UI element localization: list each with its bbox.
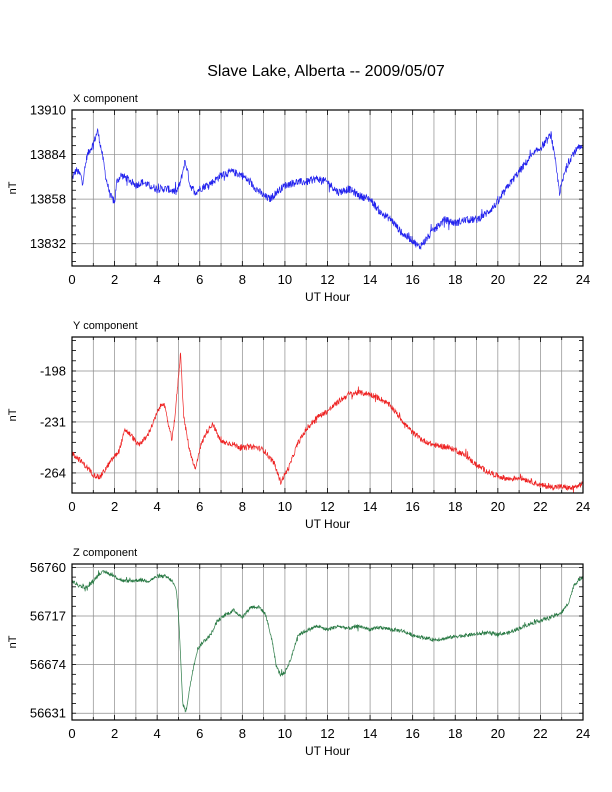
- x-tick-label: 6: [196, 726, 203, 741]
- x-axis-label: UT Hour: [305, 517, 350, 531]
- plot-frame: [71, 336, 584, 494]
- x-tick-label: 22: [533, 726, 547, 741]
- x-tick-label: 12: [320, 272, 334, 287]
- x-tick-label: 6: [196, 272, 203, 287]
- panel-label: Y component: [73, 320, 138, 332]
- panel-label: X component: [73, 93, 138, 105]
- x-tick-label: 2: [111, 499, 118, 514]
- x-tick-label: 4: [154, 726, 161, 741]
- x-tick-label: 20: [491, 272, 505, 287]
- x-tick-label: 18: [448, 499, 462, 514]
- x-tick-label: 2: [111, 272, 118, 287]
- y-tick-label: 56717: [30, 609, 66, 624]
- x-axis-label: UT Hour: [305, 744, 350, 758]
- x-tick-label: 18: [448, 726, 462, 741]
- x-tick-label: 20: [491, 499, 505, 514]
- x-tick-label: 24: [576, 726, 590, 741]
- x-tick-label: 12: [320, 499, 334, 514]
- x-tick-label: 4: [154, 499, 161, 514]
- y-tick-label: 56631: [30, 706, 66, 721]
- x-tick-label: 10: [278, 499, 292, 514]
- x-tick-label: 4: [154, 272, 161, 287]
- y-tick-label: 13884: [30, 147, 66, 162]
- y-tick-label: 13910: [30, 103, 66, 118]
- chart-title: Slave Lake, Alberta -- 2009/05/07: [207, 63, 445, 80]
- y-tick-label: -264: [40, 465, 66, 480]
- x-tick-label: 8: [239, 726, 246, 741]
- x-tick-label: 24: [576, 499, 590, 514]
- series-line-y: [71, 352, 584, 493]
- x-tick-label: 16: [405, 499, 419, 514]
- x-tick-label: 10: [278, 726, 292, 741]
- series-line-z: [71, 570, 584, 713]
- y-tick-label: 56760: [30, 560, 66, 575]
- x-tick-label: 6: [196, 499, 203, 514]
- y-tick-label: -231: [40, 414, 66, 429]
- y-tick-label: 13832: [30, 236, 66, 251]
- y-axis-label: nT: [7, 408, 19, 421]
- plot-frame: [71, 109, 584, 267]
- y-tick-label: 56674: [30, 657, 66, 672]
- x-tick-label: 14: [363, 499, 377, 514]
- x-tick-label: 0: [68, 726, 75, 741]
- x-tick-label: 16: [405, 272, 419, 287]
- x-tick-label: 14: [363, 272, 377, 287]
- x-tick-label: 0: [68, 272, 75, 287]
- y-axis-label: nT: [7, 635, 19, 648]
- x-tick-label: 8: [239, 272, 246, 287]
- panel-label: Z component: [73, 547, 137, 559]
- x-tick-label: 16: [405, 726, 419, 741]
- x-tick-label: 22: [533, 272, 547, 287]
- x-tick-label: 0: [68, 499, 75, 514]
- x-tick-label: 8: [239, 499, 246, 514]
- series-line-x: [71, 127, 584, 250]
- x-tick-label: 20: [491, 726, 505, 741]
- x-tick-label: 14: [363, 726, 377, 741]
- x-tick-label: 10: [278, 272, 292, 287]
- y-axis-label: nT: [7, 181, 19, 194]
- x-tick-label: 18: [448, 272, 462, 287]
- x-tick-label: 24: [576, 272, 590, 287]
- x-tick-label: 2: [111, 726, 118, 741]
- y-tick-label: -198: [40, 363, 66, 378]
- x-tick-label: 12: [320, 726, 334, 741]
- x-tick-label: 22: [533, 499, 547, 514]
- plot-frame: [71, 563, 584, 721]
- x-axis-label: UT Hour: [305, 290, 350, 304]
- y-tick-label: 13858: [30, 192, 66, 207]
